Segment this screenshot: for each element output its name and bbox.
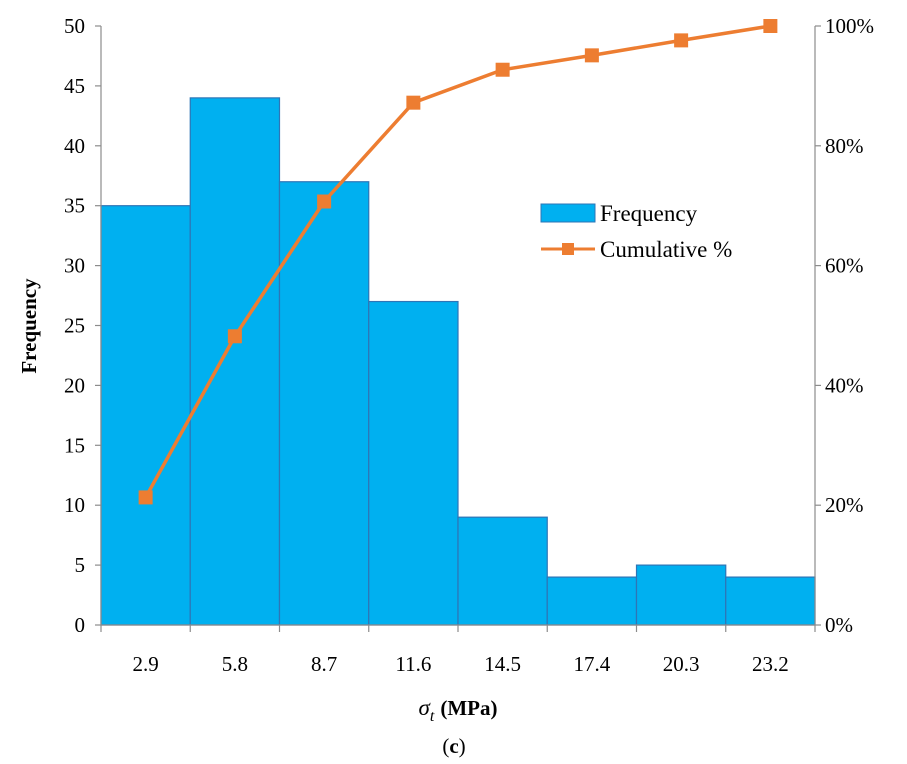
bar [546,576,638,626]
x-axis-title: σt (MPa) [419,695,498,725]
panel-label: (c) [442,734,465,758]
x-tick-label: 20.3 [663,652,700,676]
y-tick-labels: 0 5 10 15 20 25 30 35 40 45 50 [64,14,85,637]
x-tick-labels: 2.9 5.8 8.7 11.6 14.5 17.4 20.3 23.2 [133,652,789,676]
y2-tick-label: 100% [825,14,874,38]
y-tick-label: 30 [64,254,85,278]
y2-tick-label: 0% [825,613,853,637]
y-tick-label: 15 [64,433,85,457]
legend-cumulative-label: Cumulative % [600,237,732,262]
bar [100,205,191,626]
y-tick-label: 50 [64,14,85,38]
x-tick-label: 8.7 [311,652,337,676]
y2-tick-label: 40% [825,373,864,397]
axes-group [95,25,821,632]
bar [635,564,727,626]
y2-tick-label: 80% [825,134,864,158]
bar [278,181,370,626]
x-axis-symbol: σ [419,695,432,720]
cumulative-line [144,24,771,499]
y2-tick-label: 60% [825,254,864,278]
y-axis-title: Frequency [17,278,41,374]
legend-frequency-label: Frequency [600,201,698,226]
x-tick-label: 5.8 [222,652,248,676]
cumulative-point [584,48,599,63]
y-tick-label: 20 [64,373,85,397]
cumulative-point [138,490,153,505]
y2-tick-labels: 0% 20% 40% 60% 80% 100% [825,14,874,637]
panel-label-letter: c [449,734,458,758]
y-tick-label: 45 [64,74,85,98]
cumulative-line-group [138,19,778,505]
x-tick-label: 14.5 [484,652,521,676]
panel-label-open: ( [442,734,449,758]
legend: Frequency Cumulative % [540,201,732,262]
y-tick-label: 5 [75,553,86,577]
x-tick-label: 2.9 [133,652,159,676]
y-tick-label: 0 [75,613,86,637]
x-tick-label: 23.2 [752,652,789,676]
cumulative-point [674,33,689,48]
cumulative-point [317,194,332,209]
legend-frequency-swatch [540,203,596,223]
y-tick-label: 25 [64,314,85,338]
y2-tick-label: 20% [825,493,864,517]
panel-label-close: ) [459,734,466,758]
cumulative-point [763,19,778,33]
y-tick-label: 10 [64,493,85,517]
bar [457,516,548,626]
cumulative-point [406,95,421,110]
cumulative-point [227,329,242,344]
cumulative-point [495,62,510,77]
y-tick-label: 35 [64,194,85,218]
y-tick-label: 40 [64,134,85,158]
bars-group [100,97,816,626]
bar [368,300,459,626]
x-axis-unit: (MPa) [440,696,497,720]
x-tick-label: 17.4 [574,652,611,676]
bar [725,576,816,626]
legend-cumulative-marker [562,243,574,255]
bar [189,97,281,626]
x-axis-subscript: t [430,708,435,725]
x-tick-label: 11.6 [395,652,431,676]
